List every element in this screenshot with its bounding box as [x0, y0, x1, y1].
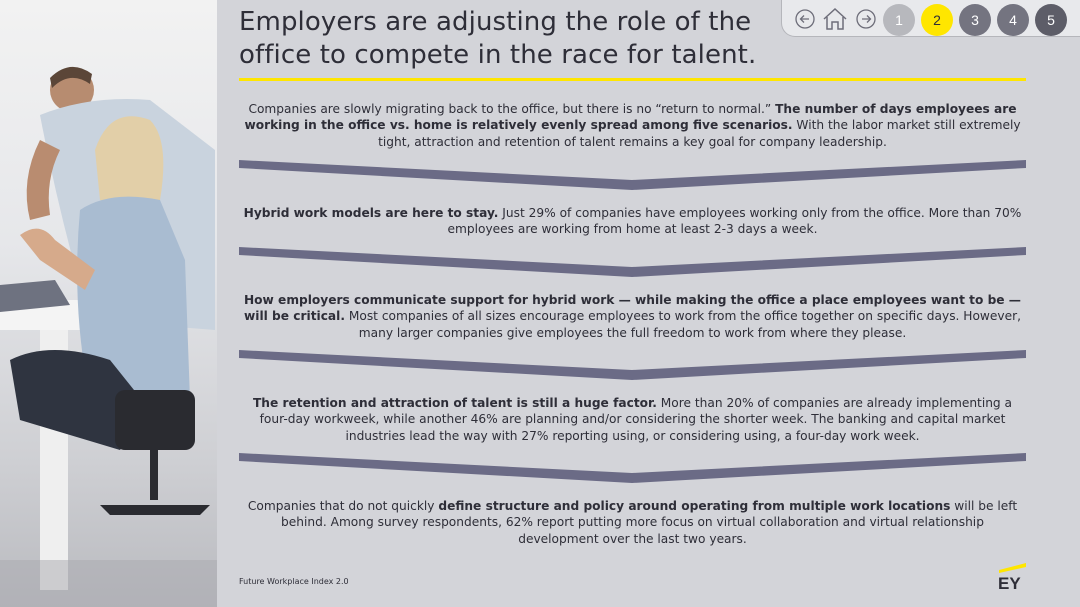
home-icon[interactable]: [822, 7, 848, 31]
block-text: More than 20% of companies are already i…: [259, 396, 1013, 443]
insight-block-1: Companies are slowly migrating back to t…: [239, 101, 1026, 150]
block-text: will be left behind. Among survey respon…: [281, 499, 1018, 546]
block-text: Just 29% of companies have employees wor…: [447, 206, 1022, 237]
page-5-button[interactable]: 5: [1035, 4, 1067, 36]
block-text: Companies are slowly migrating back to t…: [248, 102, 776, 116]
insight-block-4: The retention and attraction of talent i…: [239, 395, 1026, 444]
block-text: Most companies of all sizes encourage em…: [344, 309, 1021, 340]
back-icon[interactable]: [794, 8, 816, 30]
insight-block-3: How employers communicate support for hy…: [239, 292, 1026, 341]
chevron-divider-1: [239, 160, 1026, 190]
page-2-button[interactable]: 2: [921, 4, 953, 36]
block-highlight: define structure and policy around opera…: [438, 499, 951, 513]
block-highlight: Hybrid work models are here to stay.: [243, 206, 499, 220]
page-navigation: 1 2 3 4 5: [781, 0, 1080, 38]
forward-icon[interactable]: [855, 8, 877, 30]
block-text: With the labor market still extremely ti…: [378, 118, 1021, 149]
page-3-button[interactable]: 3: [959, 4, 991, 36]
block-highlight: The number of days employees are working…: [244, 102, 1017, 133]
chevron-divider-3: [239, 350, 1026, 380]
footer-source: Future Workplace Index 2.0: [239, 577, 349, 586]
ey-logo: EY: [996, 561, 1028, 593]
page-4-button[interactable]: 4: [997, 4, 1029, 36]
title-underline: [239, 78, 1026, 81]
block-highlight: How employers communicate support for hy…: [243, 293, 1021, 324]
svg-text:EY: EY: [998, 574, 1021, 591]
insight-block-2: Hybrid work models are here to stay. Jus…: [239, 205, 1026, 238]
insight-block-5: Companies that do not quickly define str…: [239, 498, 1026, 547]
block-highlight: The retention and attraction of talent i…: [252, 396, 657, 410]
office-photo: [0, 0, 217, 607]
block-text: Companies that do not quickly: [247, 499, 439, 513]
page-title: Employers are adjusting the role of the …: [239, 7, 757, 70]
chevron-divider-2: [239, 247, 1026, 277]
page-1-button[interactable]: 1: [883, 4, 915, 36]
chevron-divider-4: [239, 453, 1026, 483]
